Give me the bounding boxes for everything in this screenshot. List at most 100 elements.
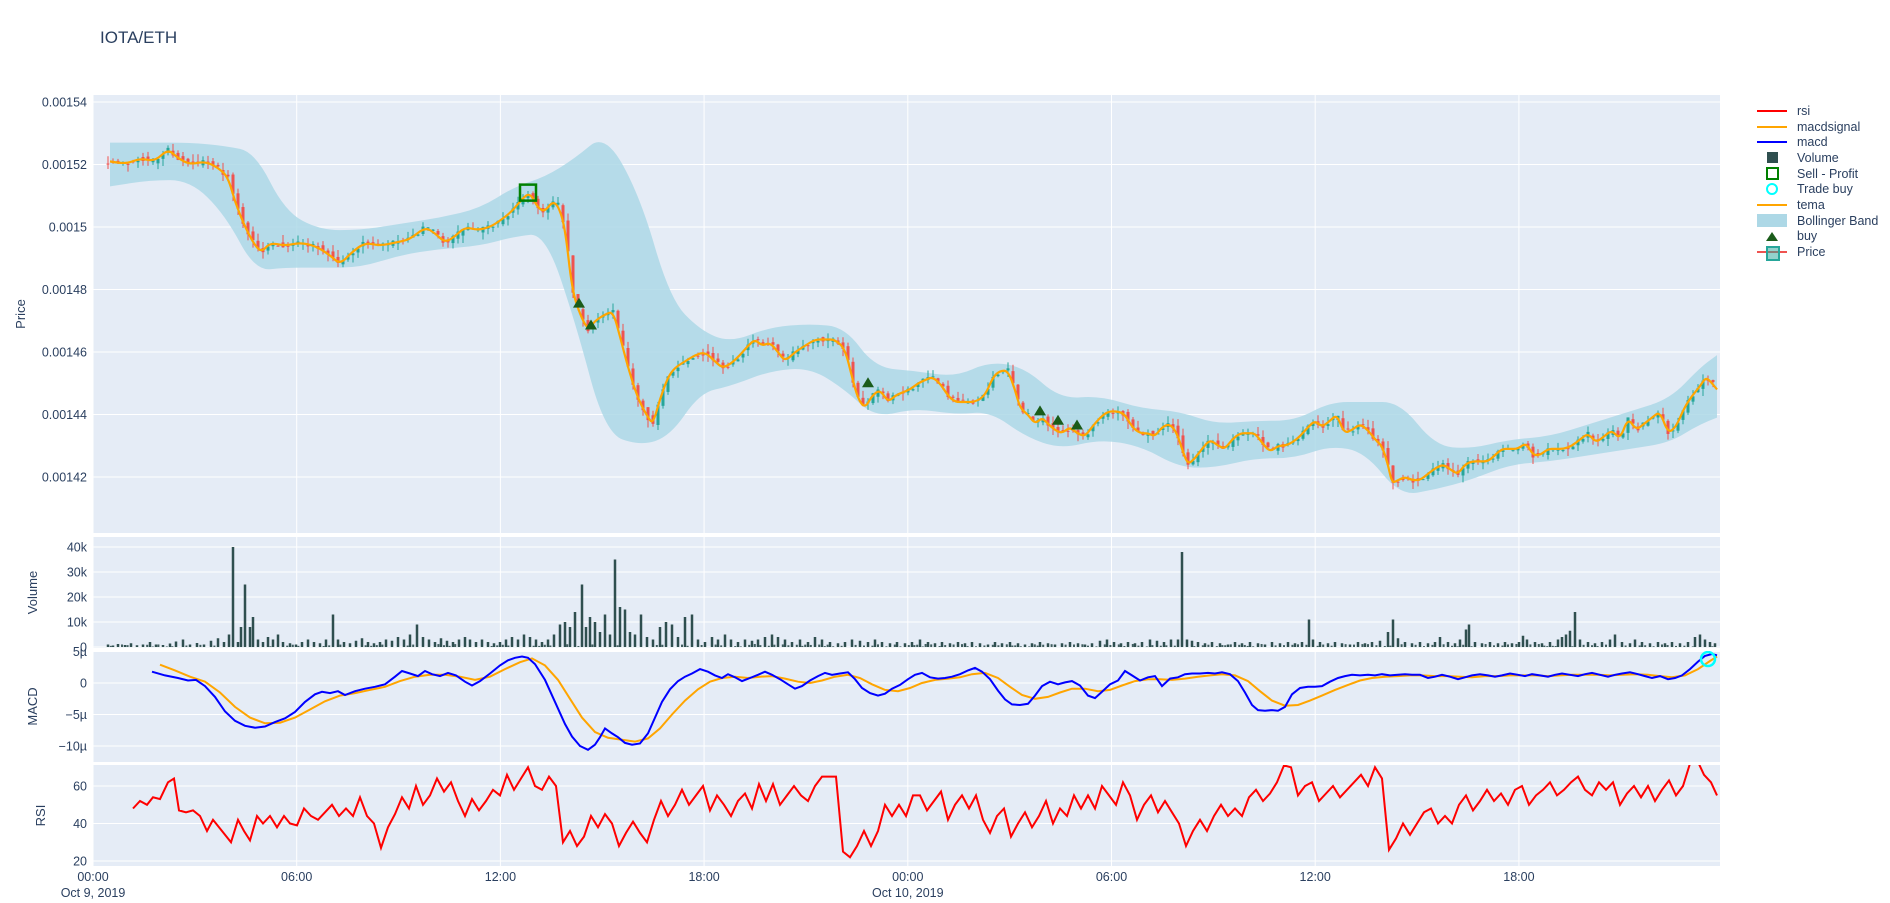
rsi-tick-label: 20 (73, 855, 87, 869)
volume-bar (1501, 645, 1504, 647)
volume-bar (1675, 645, 1677, 647)
candle-body (1471, 461, 1475, 464)
volume-bar (639, 614, 643, 647)
candle-body (256, 240, 260, 248)
volume-bar (331, 614, 335, 647)
candle-body (191, 161, 195, 164)
volume-bar (445, 640, 449, 647)
candle-body (741, 353, 745, 358)
candle-body (321, 245, 325, 252)
candle-body (1476, 459, 1480, 461)
volume-tick-label: 10k (67, 616, 88, 630)
candle-body (1561, 449, 1565, 452)
legend-item-bollinger-band[interactable]: Bollinger Band (1752, 213, 1878, 229)
candle-body (1661, 414, 1665, 420)
volume-bar (1330, 645, 1333, 647)
volume-bar (231, 547, 235, 647)
volume-bar (918, 639, 922, 647)
volume-bar (1340, 643, 1344, 647)
volume-bar (880, 642, 884, 647)
candle-body (311, 243, 315, 245)
candle-body (1266, 442, 1270, 448)
volume-bar (1529, 644, 1532, 647)
volume-bar (1493, 645, 1495, 647)
legend-item-rsi[interactable]: rsi (1752, 103, 1878, 119)
candle-body (1086, 434, 1090, 438)
candle-body (1346, 428, 1350, 430)
volume-bar (1515, 644, 1518, 647)
candle-body (561, 205, 565, 223)
legend-item-buy[interactable]: buy (1752, 229, 1878, 245)
legend-item-trade-buy[interactable]: Trade buy (1752, 181, 1878, 197)
candle-body (231, 174, 235, 194)
volume-bar (623, 609, 627, 647)
panel-macd[interactable] (93, 651, 1720, 762)
volume-bar (743, 639, 747, 647)
x-tick-label: 12:00 (1300, 870, 1331, 884)
volume-bar (1326, 643, 1330, 647)
volume-bar (1638, 645, 1641, 647)
volume-bar (584, 627, 588, 647)
volume-bar (790, 642, 794, 647)
sell-profit-marker (518, 183, 538, 202)
volume-bar (608, 634, 612, 647)
legend-item-sell-profit[interactable]: Sell - Profit (1752, 166, 1878, 182)
macd-plot (151, 651, 1718, 751)
candle-body (1396, 481, 1400, 483)
volume-bar (1103, 644, 1106, 647)
volume-bar (538, 645, 541, 647)
volume-bar (181, 639, 185, 647)
volume-bar (1711, 646, 1714, 647)
volume-bar (986, 644, 990, 647)
legend-item-volume[interactable]: Volume (1752, 150, 1878, 166)
volume-bar (1586, 642, 1590, 647)
legend-item-macd[interactable]: macd (1752, 134, 1878, 150)
candle-body (666, 376, 670, 392)
candle-body (921, 378, 925, 381)
volume-bar (1260, 644, 1263, 647)
candle-body (796, 349, 800, 355)
volume-bar (568, 627, 572, 647)
candle-body (1576, 439, 1580, 446)
x-tick-label: 00:00 (77, 870, 108, 884)
volume-bar (256, 639, 260, 647)
volume-bar (863, 645, 865, 647)
candle-body (461, 229, 465, 236)
candle-body (986, 388, 990, 395)
candle-body (1461, 468, 1465, 476)
volume-bar (1300, 642, 1304, 647)
volume-bar (1446, 642, 1450, 647)
volume-bar (222, 642, 226, 647)
candle-body (566, 220, 570, 252)
volume-bar (390, 640, 394, 647)
legend-item-tema[interactable]: tema (1752, 197, 1878, 213)
volume-bar (1480, 643, 1484, 647)
volume-bar (146, 644, 149, 647)
volume-bar (1389, 645, 1392, 647)
volume-bar (1591, 645, 1593, 647)
candle-body (1656, 412, 1660, 418)
volume-bar (930, 644, 933, 647)
buy-marker (1071, 419, 1083, 430)
volume-bar (1578, 639, 1582, 647)
macd-line-icon (1752, 141, 1792, 144)
rsi-line (132, 765, 1718, 859)
candle-body (1161, 428, 1165, 430)
candle-body (1171, 424, 1175, 429)
candle-body (556, 202, 560, 205)
rsi-line-icon (1752, 109, 1792, 112)
legend-item-macdsignal[interactable]: macdsignal (1752, 119, 1878, 135)
volume-bar (1073, 644, 1075, 647)
legend-item-price[interactable]: Price (1752, 244, 1878, 262)
candle-body (631, 368, 635, 385)
candle-body (1621, 433, 1625, 438)
x-tick-date: Oct 10, 2019 (872, 886, 944, 900)
panel-volume[interactable] (93, 537, 1720, 648)
legend-item-label: Trade buy (1797, 182, 1853, 197)
volume-bar (171, 646, 174, 647)
candle-body (846, 346, 850, 361)
volume-bar (1090, 643, 1094, 647)
candle-body (1391, 465, 1395, 483)
